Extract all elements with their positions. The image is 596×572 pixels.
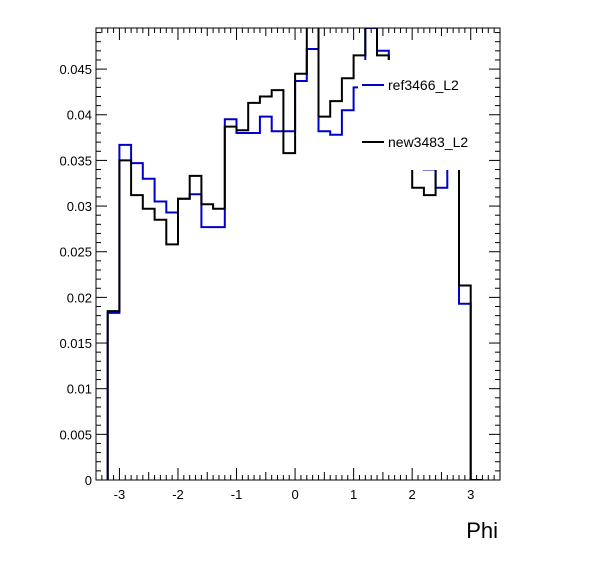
y-tick-label: 0.025 [59, 245, 92, 260]
ticks-layer [95, 28, 501, 481]
plot-frame [95, 27, 501, 481]
x-tick-label: 3 [467, 487, 474, 502]
x-tick-label: -1 [231, 487, 243, 502]
y-tick-label: 0 [85, 473, 92, 488]
legend-label-new: new3483_L2 [388, 134, 468, 150]
x-tick-label: -2 [172, 487, 184, 502]
x-tick-label: -3 [114, 487, 126, 502]
legend-box [358, 60, 488, 170]
y-tick-label: 0.035 [59, 153, 92, 168]
tick-labels: 0 0.005 0.01 0.015 0.02 0.025 0.03 0.035 0.04 0.0… [59, 62, 474, 502]
x-axis-title: Phi [466, 518, 498, 543]
x-tick-label: 0 [291, 487, 298, 502]
series-line-new [106, 28, 483, 480]
y-tick-label: 0.045 [59, 62, 92, 77]
x-tick-label: 1 [350, 487, 357, 502]
y-tick-label: 0.015 [59, 336, 92, 351]
legend: ref3466_L2 new3483_L2 [358, 60, 488, 170]
y-tick-label: 0.02 [67, 290, 92, 305]
y-tick-label: 0.01 [67, 382, 92, 397]
x-tick-label: 2 [409, 487, 416, 502]
y-tick-label: 0.04 [67, 108, 92, 123]
legend-label-ref: ref3466_L2 [388, 77, 459, 93]
y-tick-label: 0.005 [59, 427, 92, 442]
y-tick-label: 0.03 [67, 199, 92, 214]
